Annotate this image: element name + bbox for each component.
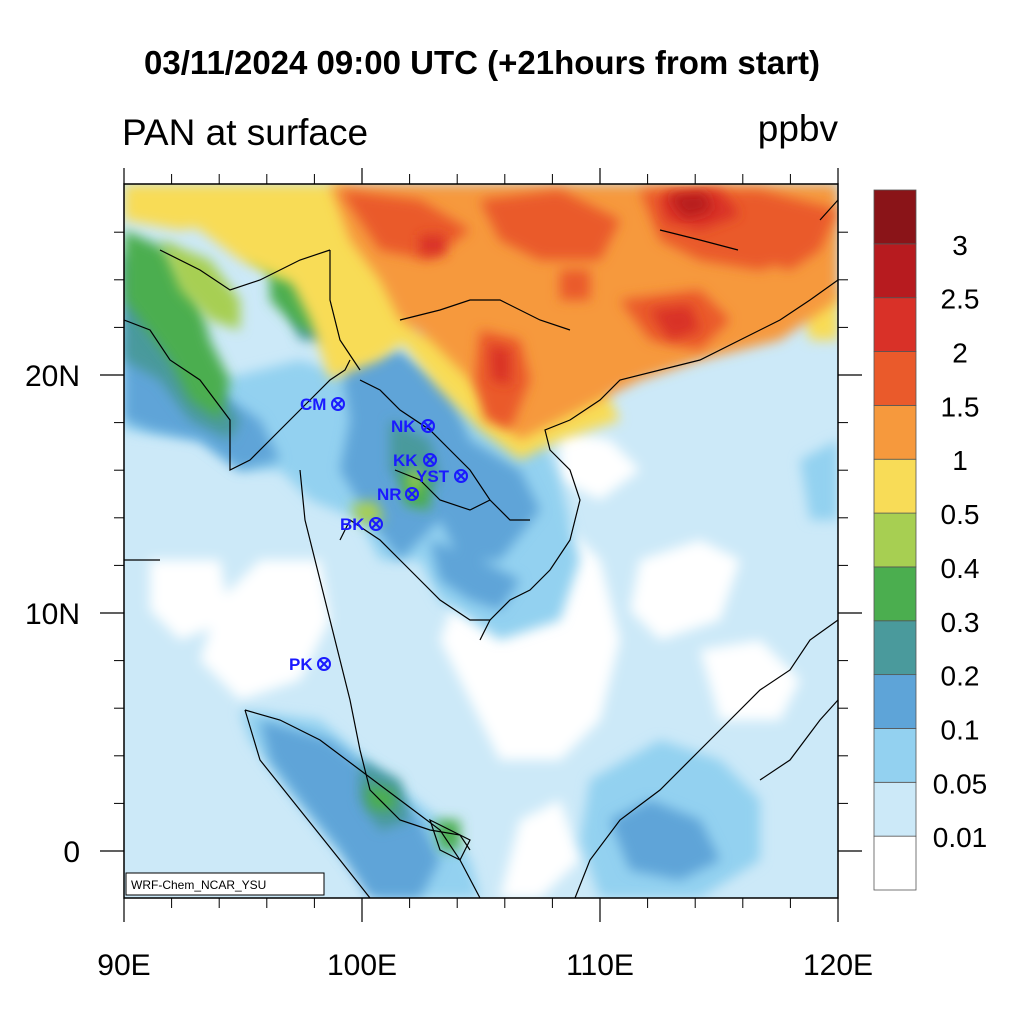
station-nr: NR (377, 485, 419, 504)
colorbar-swatch (873, 566, 917, 622)
units-label: ppbv (757, 108, 838, 149)
colorbar-label: 0.1 (941, 714, 980, 745)
map-frame (123, 183, 839, 899)
station-label: YST (416, 467, 450, 486)
station-marker-icon (423, 453, 437, 467)
x-tick-label: 90E (97, 949, 150, 982)
colorbar-label: 0.05 (933, 768, 988, 799)
colorbar-swatch (873, 351, 917, 406)
station-cm: CM (300, 395, 345, 414)
credit-box: WRF-Chem_NCAR_YSU (125, 872, 325, 896)
station-label: BK (340, 515, 365, 534)
colorbar-label: 1.5 (941, 391, 980, 422)
colorbar-label: 1 (952, 445, 968, 476)
colorbar-label: 0.4 (941, 553, 980, 584)
map-title: 03/11/2024 09:00 UTC (+21hours from star… (144, 44, 820, 81)
concentration-field (124, 184, 838, 898)
y-tick-label: 20N (25, 360, 80, 393)
colorbar-label: 0.01 (933, 822, 988, 853)
station-label: KK (393, 451, 418, 470)
colorbar-label: 3 (952, 230, 968, 261)
station-marker-icon (369, 517, 383, 531)
x-tick-label: 120E (803, 949, 873, 982)
x-tick-label: 110E (566, 949, 634, 982)
station-bk: BK (340, 515, 383, 534)
station-marker-icon (454, 469, 468, 483)
colorbar-swatch (873, 458, 917, 514)
station-pk: PK (289, 655, 331, 674)
colorbar-swatch (873, 781, 917, 837)
y-tick-labels: 0 10N 20N (25, 360, 80, 869)
stations: CM NK KK YST NR (289, 395, 468, 674)
station-label: CM (300, 395, 326, 414)
station-marker-icon (317, 657, 331, 671)
colorbar-label: 0.5 (941, 499, 980, 530)
colorbar-swatch (873, 674, 917, 729)
station-label: NK (391, 417, 416, 436)
x-tick-labels: 90E 100E 110E 120E (97, 949, 873, 982)
colorbar-label: 2 (952, 338, 968, 369)
colorbar-label: 0.2 (941, 661, 980, 692)
minor-ticks (114, 174, 848, 908)
y-tick-label: 0 (63, 836, 80, 869)
station-kk: KK (393, 451, 437, 470)
colorbar-label: 0.3 (941, 607, 980, 638)
colorbar-swatch (873, 243, 917, 299)
colorbar-swatch (873, 189, 917, 245)
x-tick-label: 100E (327, 949, 397, 982)
colorbar-swatch (873, 835, 917, 891)
axis-ticks (100, 168, 862, 922)
colorbar-swatch (873, 728, 917, 783)
colorbar-swatch (873, 620, 917, 676)
colorbar: 0.01 0.05 0.1 0.2 0.3 0.4 0.5 1 1.5 2 2.5 3 (873, 189, 988, 891)
station-yst: YST (416, 467, 468, 486)
station-marker-icon (331, 397, 345, 411)
credit-text: WRF-Chem_NCAR_YSU (131, 878, 266, 892)
colorbar-swatch (873, 404, 917, 460)
y-tick-label: 10N (25, 598, 80, 631)
colorbar-swatch (873, 512, 917, 568)
colorbar-label: 2.5 (941, 284, 980, 315)
station-label: NR (377, 485, 402, 504)
station-label: PK (289, 655, 313, 674)
coastlines (124, 199, 838, 898)
station-marker-icon (405, 487, 419, 501)
variable-label: PAN at surface (122, 112, 369, 153)
station-nk: NK (391, 417, 435, 436)
station-marker-icon (421, 419, 435, 433)
colorbar-swatch (873, 297, 917, 352)
